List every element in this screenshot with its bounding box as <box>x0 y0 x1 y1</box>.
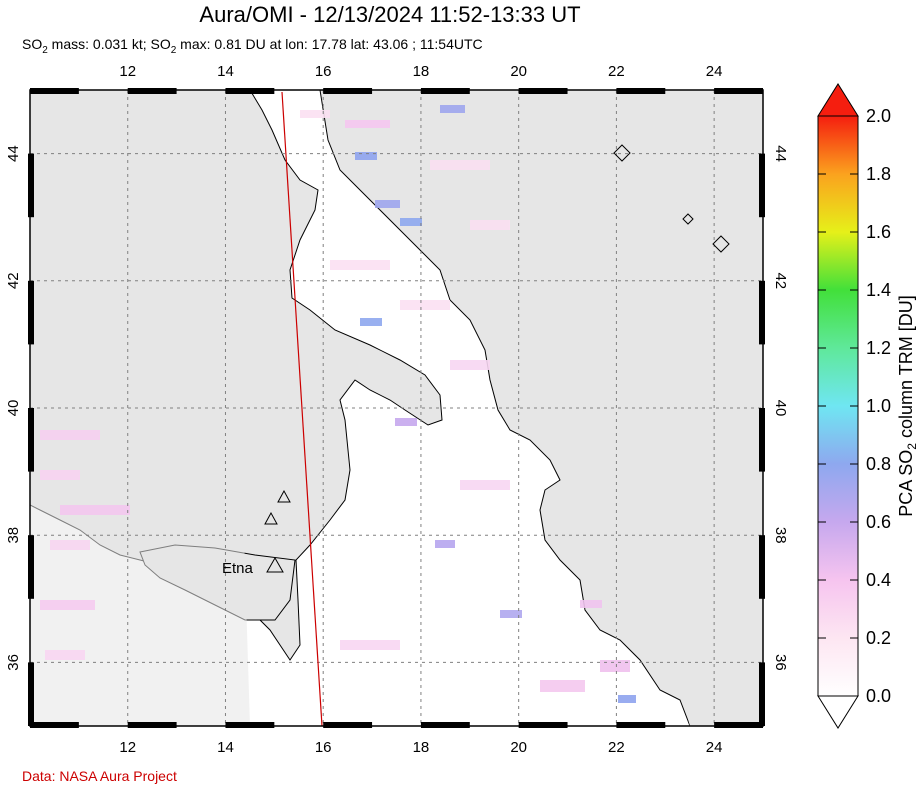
frame-bar-right <box>759 535 765 599</box>
frame-bar-top <box>127 88 177 94</box>
volcano-marker-vulcano <box>264 511 278 525</box>
lon-tick-label-top: 24 <box>706 63 723 80</box>
colorbar-tick-label: 0.0 <box>866 686 891 706</box>
frame-bar-bottom <box>127 722 177 728</box>
frame-bar-bottom <box>616 722 666 728</box>
frame-bar-bottom <box>225 722 275 728</box>
frame-bar-right <box>759 408 765 472</box>
colorbar-tick-label: 0.2 <box>866 628 891 648</box>
lon-tick-label-top: 18 <box>413 63 430 80</box>
lon-labels-bottom: 12 14 16 18 20 22 24 <box>119 739 722 756</box>
colorbar-title: PCA SO2 column TRM [DU] <box>896 295 919 516</box>
lat-tick-label-left: 42 <box>5 272 22 289</box>
colorbar-tick-label: 1.0 <box>866 396 891 416</box>
lat-tick-label-left: 36 <box>5 654 22 671</box>
orbit-track-line <box>281 91 323 727</box>
frame-bar-bottom <box>420 722 470 728</box>
volcano-marker-diamond-3 <box>712 235 730 253</box>
lon-tick-label-top: 20 <box>510 63 527 80</box>
lon-tick-label-top: 14 <box>217 63 234 80</box>
colorbar-tick-label: 0.8 <box>866 454 891 474</box>
lon-tick-label-bottom: 22 <box>608 739 625 756</box>
colorbar-tick-label: 0.6 <box>866 512 891 532</box>
lat-tick-label-right: 38 <box>772 527 789 544</box>
frame-bar-bottom <box>518 722 568 728</box>
map-title: Aura/OMI - 12/13/2024 11:52-13:33 UT <box>199 2 581 27</box>
lat-tick-label-right: 40 <box>772 400 789 417</box>
frame-bar-right <box>759 662 765 726</box>
so2-pixels <box>40 105 636 703</box>
lat-tick-label-left: 44 <box>5 145 22 162</box>
data-credit: Data: NASA Aura Project <box>22 768 177 784</box>
frame-bar-left <box>28 153 34 218</box>
volcano-marker-diamond-1 <box>613 144 631 162</box>
lat-tick-label-left: 40 <box>5 400 22 417</box>
frame-bar-right <box>759 280 765 345</box>
frame-bar-left <box>28 408 34 472</box>
colorbar: 0.0 0.2 0.4 0.6 0.8 1.0 1.2 1.4 1.6 1.8 2.0 PCA SO… <box>817 83 919 729</box>
lon-tick-label-top: 16 <box>315 63 332 80</box>
lat-tick-label-right: 42 <box>772 272 789 289</box>
frame-bar-right <box>759 153 765 218</box>
frame-bar-left <box>28 662 34 726</box>
lon-tick-label-bottom: 18 <box>413 739 430 756</box>
colorbar-max-arrow <box>817 83 859 117</box>
lat-tick-label-right: 44 <box>772 145 789 162</box>
frame-bar-top <box>616 88 666 94</box>
frame-bar-bottom <box>323 722 373 728</box>
frame-bar-top <box>420 88 470 94</box>
no-data-left <box>30 90 250 726</box>
volcano-marker-stromboli <box>277 489 291 503</box>
lon-tick-label-bottom: 14 <box>217 739 234 756</box>
colorbar-tick-label: 1.8 <box>866 164 891 184</box>
lat-tick-label-right: 36 <box>772 654 789 671</box>
lat-tick-label-left: 38 <box>5 527 22 544</box>
grid-lines <box>30 90 763 726</box>
colorbar-tick-label: 0.4 <box>866 570 891 590</box>
lon-tick-label-bottom: 24 <box>706 739 723 756</box>
frame-bar-top <box>518 88 568 94</box>
lon-tick-label-bottom: 20 <box>510 739 527 756</box>
lon-tick-label-top: 22 <box>608 63 625 80</box>
lon-tick-label-bottom: 16 <box>315 739 332 756</box>
volcano-label-etna: Etna <box>222 560 254 577</box>
frame-bar-top <box>225 88 275 94</box>
map-subtitle: SO2 mass: 0.031 kt; SO2 max: 0.81 DU at … <box>22 36 483 56</box>
frame-bar-bottom <box>30 722 79 728</box>
frame-bar-top <box>30 88 79 94</box>
frame-bar-bottom <box>714 722 763 728</box>
lon-tick-label-top: 12 <box>119 63 136 80</box>
colorbar-tick-label: 1.2 <box>866 338 891 358</box>
colorbar-min-arrow <box>817 695 859 729</box>
lat-labels-left: 36 38 40 42 44 <box>5 145 22 670</box>
colorbar-tick-label: 1.6 <box>866 222 891 242</box>
frame-tick-bars <box>28 88 765 728</box>
volcano-marker-diamond-2 <box>682 213 694 225</box>
lon-tick-label-bottom: 12 <box>119 739 136 756</box>
lon-labels-top: 12 14 16 18 20 22 24 <box>119 63 722 80</box>
colorbar-tick-label: 1.4 <box>866 280 891 300</box>
colorbar-tick-label: 2.0 <box>866 106 891 126</box>
frame-bar-left <box>28 280 34 345</box>
lat-labels-right: 36 38 40 42 44 <box>772 145 789 670</box>
frame-bar-left <box>28 535 34 599</box>
volcano-marker-etna <box>266 556 284 573</box>
frame-bar-top <box>714 88 763 94</box>
frame-bar-top <box>323 88 373 94</box>
